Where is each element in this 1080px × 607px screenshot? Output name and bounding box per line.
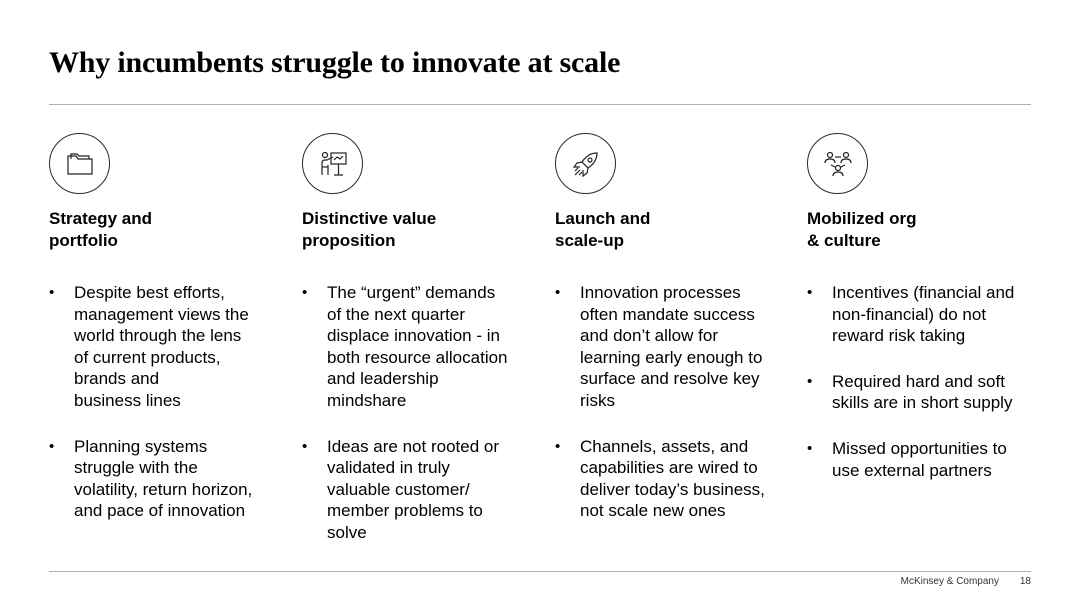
slide-title: Why incumbents struggle to innovate at s… (49, 46, 621, 79)
bullet-item: Ideas are not rooted or validated in tru… (302, 436, 532, 544)
column-heading: Strategy and portfolio (49, 209, 152, 250)
page-number: 18 (1019, 576, 1031, 587)
footer-divider (49, 571, 1031, 572)
column-culture: Mobilized org & culture Incentives (fina… (807, 133, 1037, 505)
column-launch: Launch and scale-up Innovation processes… (555, 133, 785, 546)
bullet-item: The “urgent” demands of the next quarter… (302, 282, 532, 412)
title-divider (49, 104, 1031, 105)
footer-company: McKinsey & Company (900, 576, 999, 587)
presenter-icon (302, 133, 363, 194)
people-network-icon (807, 133, 868, 194)
bullet-list: Innovation processes often mandate succe… (555, 282, 785, 522)
bullet-item: Innovation processes often mandate succe… (555, 282, 785, 412)
bullet-list: Incentives (financial and non-financial)… (807, 282, 1037, 481)
column-heading: Distinctive value proposition (302, 209, 437, 250)
bullet-list: The “urgent” demands of the next quarter… (302, 282, 532, 544)
bullet-item: Missed opportunities to use external par… (807, 438, 1037, 481)
column-value-proposition: Distinctive value proposition The “urgen… (302, 133, 532, 568)
column-strategy: Strategy and portfolio Despite best effo… (49, 133, 279, 546)
bullet-item: Despite best efforts, management views t… (49, 282, 279, 412)
bullet-item: Channels, assets, and capabilities are w… (555, 436, 785, 522)
folder-icon (49, 133, 110, 194)
bullet-item: Required hard and soft skills are in sho… (807, 371, 1037, 414)
column-heading: Mobilized org & culture (807, 209, 917, 250)
column-heading: Launch and scale-up (555, 209, 651, 250)
bullet-item: Incentives (financial and non-financial)… (807, 282, 1037, 347)
rocket-icon (555, 133, 616, 194)
bullet-list: Despite best efforts, management views t… (49, 282, 279, 522)
bullet-item: Planning systems struggle with the volat… (49, 436, 279, 522)
